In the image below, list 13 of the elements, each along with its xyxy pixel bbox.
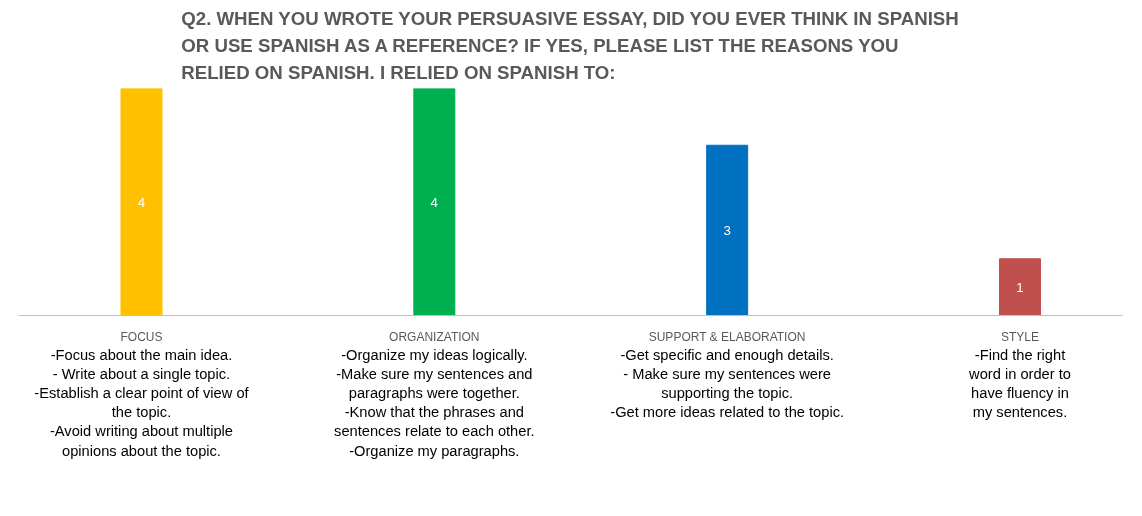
chart-title: Q2. WHEN YOU WROTE YOUR PERSUASIVE ESSAY, DID YOU EVER THINK IN SPANISH OR USE SPANISH AS A REFERENCE? IF YES, PLEASE LIST THE REASONS YOU RELIED ON SPANISH. I RELIED ON SPANISH TO:: [181, 7, 959, 84]
x-tick-label: STYLE: [1001, 329, 1040, 344]
text: -Get specific and enough details. - Make sure my sentences were supporting the topic. -Get more ideas related to the topic.: [610, 346, 845, 421]
text: -Focus about the main idea. - Write about a single topic. -Establish a clear point of view of the topic. -Avoid writing about multiple opinions about the topic.: [34, 346, 250, 459]
x-tick-label: ORGANIZATION: [389, 329, 480, 344]
data-label: 4: [430, 194, 439, 210]
text: -Find the right word in order to have fluency in my sentences.: [968, 346, 1071, 421]
data-label: 1: [1016, 279, 1024, 295]
x-tick-label: FOCUS: [120, 329, 163, 344]
x-tick-label: SUPPORT & ELABORATION: [648, 329, 806, 344]
text: -Organize my ideas logically. -Make sure my sentences and paragraphs were together. -Know that the phrases and sentences relate to each other. -Organize my paragraphs.: [334, 346, 535, 459]
data-label: 3: [723, 222, 731, 238]
data-label: 4: [137, 194, 146, 210]
